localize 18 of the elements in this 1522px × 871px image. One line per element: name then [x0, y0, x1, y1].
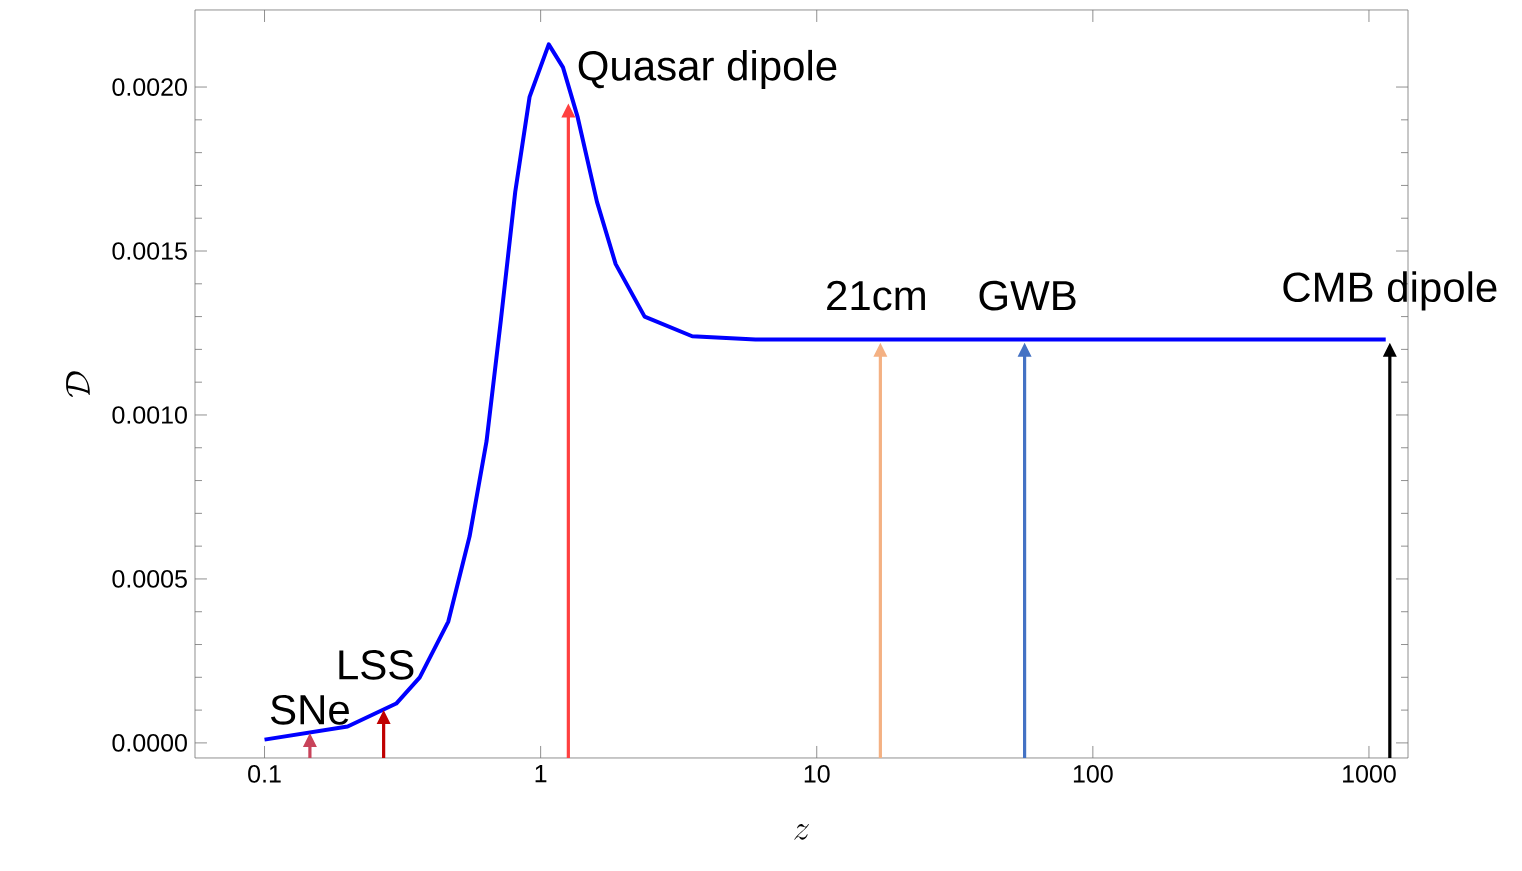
x-tick-label: 1	[535, 765, 547, 783]
annotation: GWB	[979, 280, 1076, 311]
x-tick-label: 0.1	[248, 765, 281, 783]
y-tick-label: 0.0000	[112, 734, 187, 752]
y-tick-label: 0.0020	[112, 78, 187, 96]
x-tick-label: 1000	[1343, 765, 1396, 783]
x-tick-label: 100	[1073, 765, 1113, 783]
y-tick-label: 0.0010	[112, 406, 187, 424]
y-axis-title: $\mathcal{D}$	[66, 371, 90, 398]
annotation: Quasar dipole	[578, 49, 837, 90]
x-tick-label: 10	[804, 765, 830, 783]
y-tick-label: 0.0015	[112, 242, 187, 260]
x-axis-title: $z$	[794, 824, 809, 840]
y-tick-label: 0.0005	[112, 570, 187, 588]
annotation: LSS	[339, 649, 414, 680]
annotation: 21cm	[827, 280, 925, 311]
annotation: SNe	[270, 694, 349, 725]
annotation: CMB dipole	[1283, 271, 1497, 311]
